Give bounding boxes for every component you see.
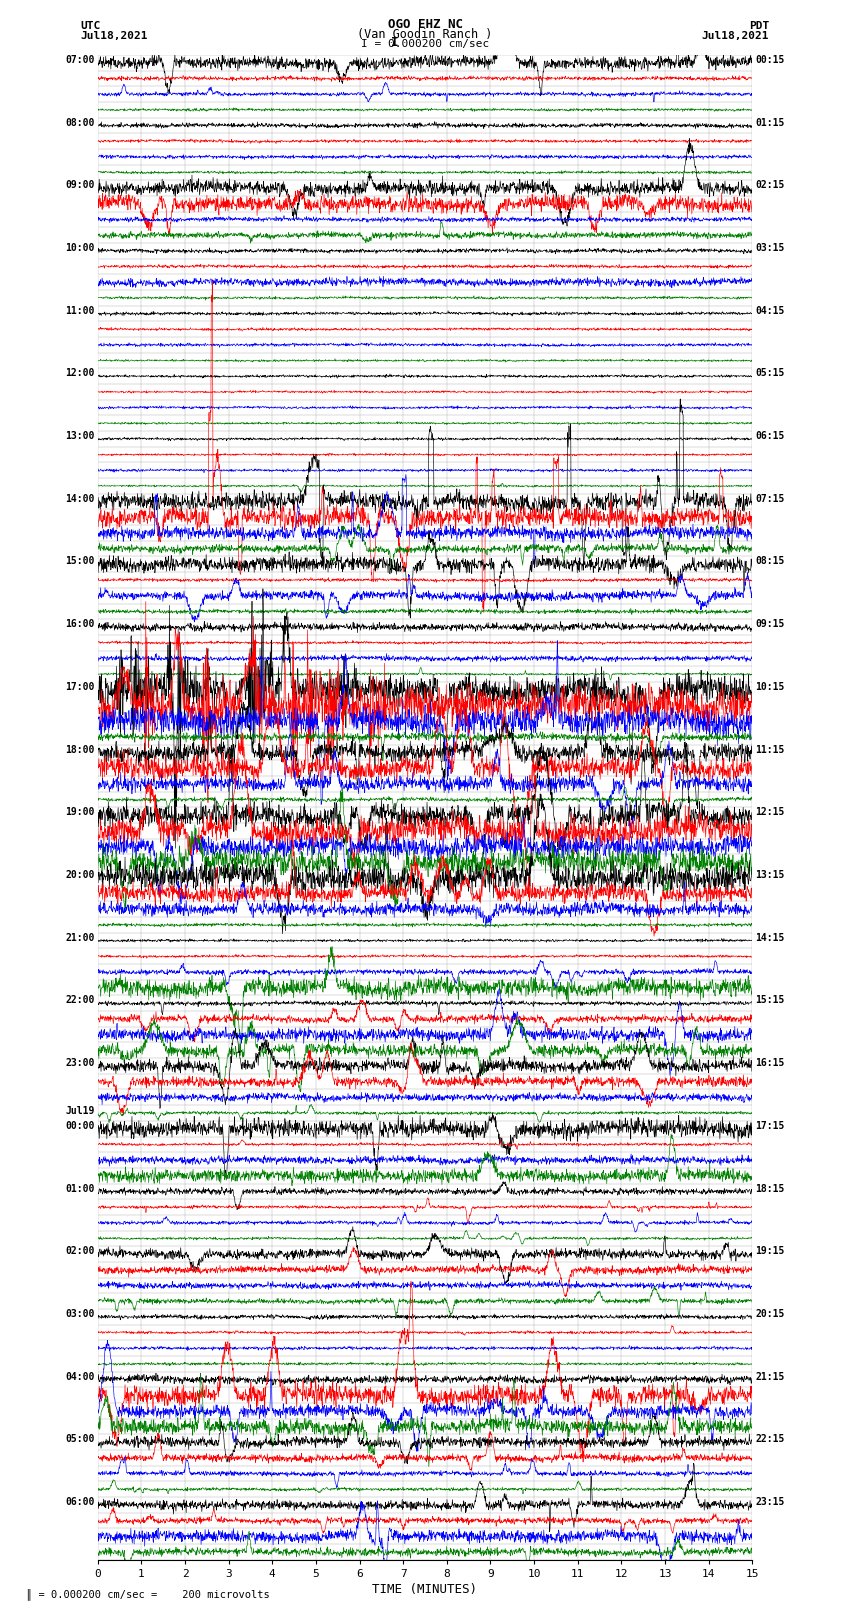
Text: 18:00: 18:00 (65, 745, 94, 755)
Text: 06:00: 06:00 (65, 1497, 94, 1507)
Text: 00:15: 00:15 (756, 55, 785, 65)
Text: 03:15: 03:15 (756, 244, 785, 253)
Text: 08:00: 08:00 (65, 118, 94, 127)
Text: PDT: PDT (749, 21, 769, 31)
Text: 09:00: 09:00 (65, 181, 94, 190)
Text: 11:15: 11:15 (756, 745, 785, 755)
Text: 12:15: 12:15 (756, 808, 785, 818)
Text: 02:15: 02:15 (756, 181, 785, 190)
Text: Jul18,2021: Jul18,2021 (702, 31, 769, 40)
Text: 23:00: 23:00 (65, 1058, 94, 1068)
Text: 01:00: 01:00 (65, 1184, 94, 1194)
Text: 17:00: 17:00 (65, 682, 94, 692)
Text: 03:00: 03:00 (65, 1310, 94, 1319)
Text: 13:15: 13:15 (756, 869, 785, 881)
Text: 05:00: 05:00 (65, 1434, 94, 1444)
Text: 19:00: 19:00 (65, 808, 94, 818)
Text: 15:15: 15:15 (756, 995, 785, 1005)
Text: 07:00: 07:00 (65, 55, 94, 65)
Text: 10:15: 10:15 (756, 682, 785, 692)
Text: 18:15: 18:15 (756, 1184, 785, 1194)
Text: ║ = 0.000200 cm/sec =    200 microvolts: ║ = 0.000200 cm/sec = 200 microvolts (26, 1589, 269, 1600)
Text: Jul19: Jul19 (65, 1107, 94, 1116)
Text: 11:00: 11:00 (65, 306, 94, 316)
Text: 20:00: 20:00 (65, 869, 94, 881)
Text: Jul18,2021: Jul18,2021 (81, 31, 148, 40)
Text: 17:15: 17:15 (756, 1121, 785, 1131)
Text: OGO EHZ NC: OGO EHZ NC (388, 18, 462, 31)
Text: UTC: UTC (81, 21, 101, 31)
Text: 07:15: 07:15 (756, 494, 785, 503)
Text: 05:15: 05:15 (756, 368, 785, 379)
Text: 09:15: 09:15 (756, 619, 785, 629)
Text: I = 0.000200 cm/sec: I = 0.000200 cm/sec (361, 39, 489, 50)
Text: 14:00: 14:00 (65, 494, 94, 503)
Text: 15:00: 15:00 (65, 556, 94, 566)
Text: 01:15: 01:15 (756, 118, 785, 127)
Text: 04:00: 04:00 (65, 1371, 94, 1382)
Text: 19:15: 19:15 (756, 1247, 785, 1257)
Text: 00:00: 00:00 (65, 1121, 94, 1131)
Text: 16:00: 16:00 (65, 619, 94, 629)
Text: 04:15: 04:15 (756, 306, 785, 316)
Text: 02:00: 02:00 (65, 1247, 94, 1257)
Text: I: I (392, 35, 399, 50)
Text: 14:15: 14:15 (756, 932, 785, 942)
Text: 21:00: 21:00 (65, 932, 94, 942)
Text: 06:15: 06:15 (756, 431, 785, 440)
Text: 13:00: 13:00 (65, 431, 94, 440)
Text: 21:15: 21:15 (756, 1371, 785, 1382)
Text: 10:00: 10:00 (65, 244, 94, 253)
Text: 22:00: 22:00 (65, 995, 94, 1005)
Text: 20:15: 20:15 (756, 1310, 785, 1319)
Text: 16:15: 16:15 (756, 1058, 785, 1068)
Text: (Van Goodin Ranch ): (Van Goodin Ranch ) (357, 27, 493, 40)
Text: 23:15: 23:15 (756, 1497, 785, 1507)
X-axis label: TIME (MINUTES): TIME (MINUTES) (372, 1582, 478, 1595)
Text: 12:00: 12:00 (65, 368, 94, 379)
Text: 08:15: 08:15 (756, 556, 785, 566)
Text: 22:15: 22:15 (756, 1434, 785, 1444)
